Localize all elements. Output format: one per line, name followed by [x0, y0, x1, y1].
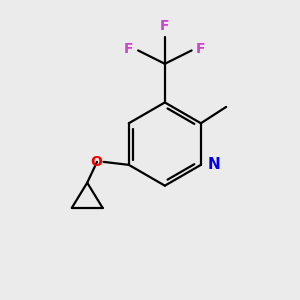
Text: O: O — [90, 155, 102, 169]
Text: F: F — [160, 20, 170, 34]
Text: F: F — [196, 42, 206, 56]
Text: F: F — [124, 42, 134, 56]
Text: N: N — [207, 158, 220, 172]
